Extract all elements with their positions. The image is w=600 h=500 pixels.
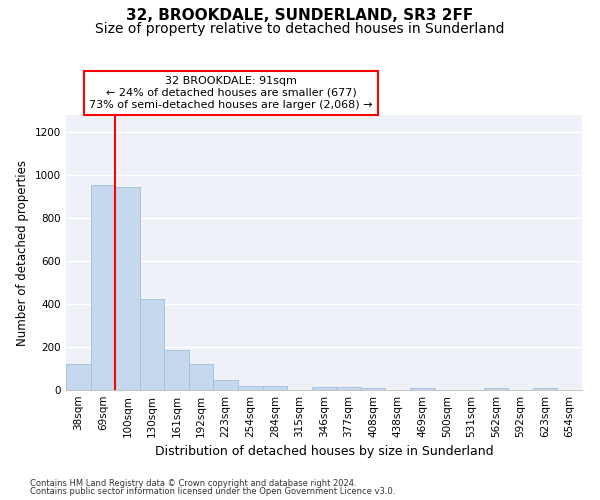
Text: Contains public sector information licensed under the Open Government Licence v3: Contains public sector information licen… bbox=[30, 487, 395, 496]
Text: 32, BROOKDALE, SUNDERLAND, SR3 2FF: 32, BROOKDALE, SUNDERLAND, SR3 2FF bbox=[127, 8, 473, 22]
Bar bbox=[164, 350, 189, 390]
Bar bbox=[312, 387, 336, 390]
Bar bbox=[66, 364, 91, 390]
Bar bbox=[263, 386, 287, 390]
Y-axis label: Number of detached properties: Number of detached properties bbox=[16, 160, 29, 346]
Bar bbox=[140, 298, 164, 390]
X-axis label: Distribution of detached houses by size in Sunderland: Distribution of detached houses by size … bbox=[155, 446, 493, 458]
Text: Contains HM Land Registry data © Crown copyright and database right 2024.: Contains HM Land Registry data © Crown c… bbox=[30, 478, 356, 488]
Text: Size of property relative to detached houses in Sunderland: Size of property relative to detached ho… bbox=[95, 22, 505, 36]
Bar bbox=[361, 388, 385, 390]
Bar bbox=[189, 364, 214, 390]
Bar bbox=[238, 386, 263, 390]
Bar bbox=[214, 380, 238, 390]
Bar bbox=[410, 388, 434, 390]
Bar bbox=[484, 388, 508, 390]
Bar bbox=[336, 387, 361, 390]
Bar bbox=[115, 187, 140, 390]
Bar bbox=[91, 185, 115, 390]
Text: 32 BROOKDALE: 91sqm
← 24% of detached houses are smaller (677)
73% of semi-detac: 32 BROOKDALE: 91sqm ← 24% of detached ho… bbox=[89, 76, 373, 110]
Bar bbox=[533, 388, 557, 390]
